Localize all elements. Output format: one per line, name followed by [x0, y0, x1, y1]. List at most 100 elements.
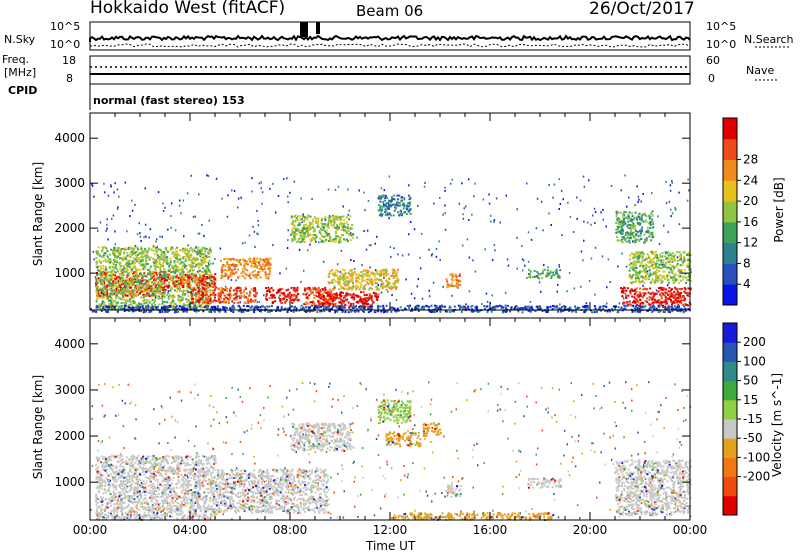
noise-pixel — [486, 300, 489, 303]
data-cell — [366, 305, 369, 308]
noise-pixel — [472, 259, 474, 262]
data-cell — [132, 266, 135, 269]
data-cell — [220, 268, 223, 271]
data-cell — [156, 289, 159, 292]
data-cell — [101, 249, 104, 252]
data-cell — [632, 253, 635, 256]
data-cell — [408, 204, 411, 207]
data-cell — [204, 250, 207, 253]
data-cell — [182, 271, 185, 273]
data-cell — [331, 288, 334, 291]
data-cell — [135, 286, 138, 289]
data-cell — [179, 273, 182, 276]
data-cell — [158, 255, 161, 258]
noise-pixel — [254, 289, 257, 292]
noise-pixel — [215, 177, 218, 180]
data-cell — [166, 301, 168, 304]
data-cell — [342, 273, 345, 276]
data-cell — [677, 270, 680, 273]
data-cell — [664, 296, 667, 299]
data-cell — [266, 264, 269, 267]
data-cell — [330, 281, 332, 284]
data-cell — [101, 295, 104, 298]
noise-pixel — [139, 235, 142, 238]
data-cell — [396, 281, 399, 284]
data-cell — [307, 233, 309, 236]
noise-pixel — [358, 189, 360, 192]
data-cell — [255, 260, 258, 263]
data-cell — [305, 228, 308, 231]
data-cell — [115, 294, 118, 297]
noise-pixel — [592, 214, 594, 217]
data-cell — [131, 300, 134, 303]
noise-pixel — [507, 264, 510, 267]
data-cell — [332, 273, 335, 276]
data-cell — [227, 301, 230, 304]
data-cell — [622, 216, 625, 219]
data-cell — [392, 214, 395, 217]
data-cell — [153, 265, 156, 268]
data-cell — [666, 275, 669, 278]
data-cell — [189, 247, 192, 250]
data-cell — [137, 253, 140, 256]
noise-pixel — [258, 182, 261, 185]
data-cell — [344, 277, 347, 280]
data-cell — [380, 269, 383, 272]
noise-pixel — [240, 196, 242, 199]
data-cell — [198, 284, 201, 287]
data-cell — [315, 220, 318, 223]
data-cell — [616, 239, 619, 242]
data-cell — [280, 292, 283, 295]
data-cell — [193, 294, 196, 297]
data-cell — [626, 224, 629, 227]
data-cell — [651, 218, 654, 221]
data-cell — [347, 271, 350, 274]
data-cell — [140, 260, 142, 263]
data-cell — [130, 270, 133, 273]
data-cell — [115, 287, 118, 290]
data-cell — [181, 270, 184, 273]
data-cell — [201, 276, 204, 279]
data-cell — [102, 296, 105, 299]
nsearch-tick-high: 10^5 — [706, 20, 737, 33]
noise-pixel — [493, 220, 495, 223]
data-cell — [110, 283, 112, 286]
data-cell — [321, 302, 324, 305]
data-cell — [644, 219, 647, 222]
data-cell — [146, 289, 149, 292]
data-cell — [264, 273, 267, 276]
data-cell — [95, 250, 98, 253]
data-cell — [167, 298, 170, 301]
data-cell — [123, 258, 126, 261]
noise-pixel — [337, 185, 340, 188]
data-cell — [123, 251, 125, 254]
data-cell — [327, 223, 330, 226]
noise-pixel — [347, 188, 349, 191]
data-cell — [386, 212, 389, 215]
data-cell — [397, 211, 400, 214]
data-cell — [672, 296, 675, 299]
data-cell — [125, 258, 128, 261]
data-cell — [342, 301, 345, 304]
data-cell — [179, 295, 182, 298]
data-cell — [265, 295, 267, 298]
data-cell — [381, 213, 384, 216]
data-cell — [209, 299, 212, 302]
data-cell — [667, 261, 670, 264]
data-cell — [115, 268, 118, 271]
data-cell — [105, 247, 108, 250]
data-cell — [155, 269, 158, 272]
data-cell — [638, 280, 641, 283]
data-cell — [143, 255, 146, 258]
data-cell — [679, 295, 682, 298]
data-cell — [325, 292, 328, 294]
data-cell — [162, 291, 165, 294]
data-cell — [167, 269, 170, 272]
data-cell — [657, 274, 659, 277]
data-cell — [343, 294, 346, 297]
data-cell — [290, 223, 293, 225]
data-cell — [632, 218, 635, 221]
data-cell — [185, 264, 188, 267]
data-cell — [627, 223, 630, 226]
data-cell — [353, 271, 356, 274]
